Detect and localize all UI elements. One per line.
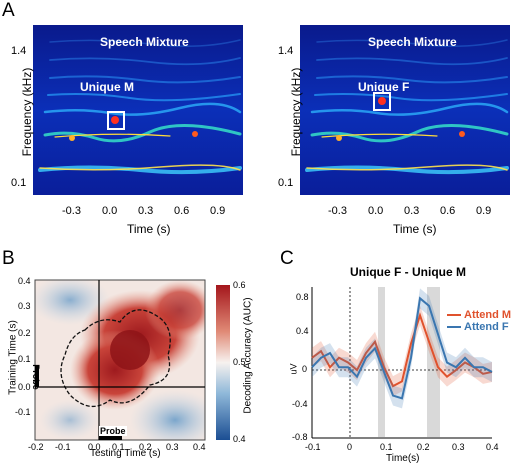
spectrogram-right-highlight-label: Unique F (358, 80, 410, 94)
panel-a-xtick-left-0: -0.3 (62, 205, 81, 217)
spectrogram-left (33, 25, 243, 195)
panel-c-ytick-0: 0.8 (296, 292, 309, 302)
highlight-box-left (107, 111, 125, 130)
panel-a-xtick-right-2: 0.3 (404, 205, 420, 217)
panel-a-xtick-left-3: 0.6 (174, 205, 190, 217)
erp-band-attend-f (312, 288, 492, 409)
spectrogram-left-title: Speech Mixture (100, 35, 189, 49)
panel-a-ytick-right-0: 1.4 (278, 45, 294, 57)
colorbar-tick-0: 0.6 (233, 280, 246, 290)
probe-label-x: Probe (99, 426, 127, 436)
heatmap (35, 280, 205, 440)
legend: Attend M Attend F (447, 309, 511, 333)
panel-c-xtick-2: 0.1 (380, 442, 393, 452)
erp-band-attend-m (312, 305, 492, 397)
legend-item-attend-f: Attend F (447, 321, 511, 333)
panel-c-xtick-3: 0.2 (417, 442, 430, 452)
panel-a-xtick-right-0: -0.3 (328, 205, 347, 217)
panel-c-ylabel: uV (288, 363, 299, 375)
colorbar-tick-1: 0.5 (233, 357, 246, 367)
erp-line-attend-m (311, 312, 493, 388)
panel-c-title: Unique F - Unique M (350, 265, 466, 279)
panel-b-xtick-4: 0.2 (139, 442, 152, 452)
panel-b-ytick-0: 0.4 (18, 276, 31, 286)
panel-a-xlabel-left: Time (s) (127, 222, 171, 236)
panel-c-label: C (280, 248, 294, 269)
panel-b-xtick-1: -0.1 (55, 442, 71, 452)
highlight-box-right (373, 92, 391, 111)
panel-c-xtick-1: 0 (347, 442, 353, 452)
panel-a-ylabel-left: Frequency (kHz) (20, 67, 34, 157)
panel-c-ytick-2: 0 (302, 364, 308, 374)
panel-b-ytick-3: 0.1 (18, 354, 31, 364)
panel-c-xlabel: Time(s) (386, 453, 420, 464)
panel-b-ytick-1: 0.3 (18, 301, 31, 311)
panel-c-ytick-3: -0.4 (292, 399, 308, 409)
panel-b-xtick-6: 0.4 (193, 442, 206, 452)
probe-bar-y (35, 365, 39, 387)
spectrogram-right-harmonics (305, 39, 509, 175)
erp-plot (311, 287, 493, 439)
panel-a-xtick-left-4: 0.9 (210, 205, 226, 217)
spectrogram-right (300, 25, 510, 195)
erp-line-attend-f (311, 296, 493, 400)
panel-a-ytick-left-0: 1.4 (11, 45, 27, 57)
panel-c-ytick-4: -0.8 (292, 432, 308, 442)
panel-a-xtick-right-1: 0.0 (368, 205, 384, 217)
panel-a-ytick-right-3: 0.1 (278, 177, 294, 189)
panel-a-label: A (2, 0, 15, 21)
probe-label-y: Probe (30, 364, 41, 390)
panel-a-xtick-left-2: 0.3 (138, 205, 154, 217)
spectrogram-right-title: Speech Mixture (368, 35, 457, 49)
spectrogram-left-harmonics (38, 39, 242, 175)
colorbar-tick-2: 0.4 (233, 434, 246, 444)
significance-contour (60, 309, 171, 407)
legend-item-attend-m: Attend M (447, 309, 511, 321)
colorbar (216, 285, 230, 440)
panel-a-xtick-left-1: 0.0 (102, 205, 118, 217)
panel-b-xlabel: Testing Time (s) (90, 448, 161, 459)
panel-b-ytick-4: 0.0 (18, 382, 31, 392)
panel-b-label: B (2, 248, 15, 269)
panel-b-ylabel: Training Time (s) (7, 320, 19, 395)
panel-b-xtick-3: 0.1 (112, 442, 125, 452)
panel-a-xlabel-right: Time (s) (393, 222, 437, 236)
colorbar-label: Decoding Accuracy (AUC) (242, 297, 254, 414)
panel-b-xtick-2: 0.0 (88, 442, 101, 452)
panel-b-xtick-5: 0.3 (166, 442, 179, 452)
panel-b-ytick-5: -0.1 (15, 407, 31, 417)
panel-c-xtick-0: -0.1 (305, 442, 321, 452)
panel-a-ylabel-right: Frequency (kHz) (289, 67, 303, 157)
panel-b-ytick-2: 0.2 (18, 328, 31, 338)
panel-b-xtick-0: -0.2 (28, 442, 44, 452)
panel-a-ytick-left-3: 0.1 (11, 177, 27, 189)
panel-c-xtick-5: 0.4 (486, 442, 499, 452)
panel-a-xtick-right-4: 0.9 (476, 205, 492, 217)
panel-c-ytick-1: 0.4 (296, 326, 309, 336)
spectrogram-left-highlight-label: Unique M (80, 80, 134, 94)
probe-bar-x (99, 436, 122, 440)
panel-a-xtick-right-3: 0.6 (440, 205, 456, 217)
panel-c-xtick-4: 0.3 (452, 442, 465, 452)
